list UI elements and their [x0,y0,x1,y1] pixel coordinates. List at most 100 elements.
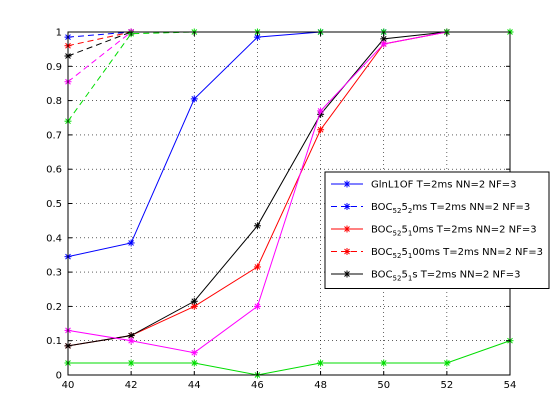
data-point [253,302,261,310]
star-stroke [191,96,198,102]
x-tick-label: 52 [440,380,453,391]
y-tick-label: 0.4 [46,233,62,244]
y-tick-label: 0 [56,371,62,382]
star-stroke [344,203,350,210]
series-line [67,31,510,122]
legend-subscript: 52 [393,252,402,260]
x-tick-label: 54 [504,380,517,391]
data-point [190,359,198,367]
y-tick-label: 0.7 [46,130,62,141]
x-tick-label: 46 [251,380,264,391]
y-tick-label: 0.2 [46,302,62,313]
legend-subscript: 52 [393,207,402,215]
series-line [67,31,132,47]
star-stroke [317,360,324,366]
legend-label: GlnL1OF T=2ms NN=2 NF=3 [371,180,516,191]
x-tick-label: 48 [314,380,327,391]
data-point [443,359,451,367]
legend-entry: BOC5251s T=2ms NN=2 NF=3 [331,270,521,283]
legend-text-part: 0ms T=2ms NN=2 NF=3 [412,225,536,236]
legend-subscript: 52 [393,230,402,238]
legend-text-part: s T=2ms NN=2 NF=3 [412,270,520,281]
legend-text-part: BOC [371,247,393,258]
legend-text-part: BOC [371,225,393,236]
legend-subscript: 2 [408,207,412,215]
legend-label: BOC52510ms T=2ms NN=2 NF=3 [371,225,537,238]
star-stroke [128,332,134,339]
legend-subscript: 1 [408,275,412,283]
star-stroke [344,271,350,277]
legend-label: BOC5252ms T=2ms NN=2 NF=3 [371,202,530,215]
data-point [127,239,135,247]
data-point [190,95,198,103]
data-point [127,359,135,367]
axis-ticks: 40 42 44 46 48 50 52 5400.10.20.30.40.50.60.70.… [46,28,516,392]
series-line [68,340,511,376]
legend-marker [343,225,351,233]
legend-entry: BOC525100ms T=2ms NN=2 NF=3 [331,247,543,260]
legend-text-part: 5 [401,225,407,236]
legend-text-part: 5 [401,247,407,258]
legend-label: BOC525100ms T=2ms NN=2 NF=3 [371,247,543,260]
y-tick-label: 0.9 [46,62,62,73]
data-point [253,263,261,271]
star-stroke [380,36,387,42]
star-stroke [344,226,350,232]
star-stroke [254,222,261,229]
y-tick-label: 0.6 [46,165,62,176]
legend-marker [343,203,351,210]
legend-entry: BOC52510ms T=2ms NN=2 NF=3 [331,225,537,238]
data-point [317,126,325,134]
y-tick-label: 0.3 [46,268,62,279]
data-point [380,40,388,48]
y-tick-label: 0.5 [46,199,62,210]
series-line [67,31,132,57]
legend-text-part: BOC [371,202,393,213]
star-stroke [191,349,198,356]
star-stroke [191,360,198,366]
data-point [127,337,135,345]
legend-entry: BOC5252ms T=2ms NN=2 NF=3 [331,202,530,215]
star-stroke [128,240,134,246]
y-tick-label: 1 [56,28,62,39]
star-stroke [254,264,261,270]
x-tick-label: 44 [188,380,201,391]
legend-subscript: 52 [393,275,402,283]
data-point [317,107,325,115]
star-stroke [128,337,134,344]
star-stroke [444,360,450,366]
data-point [317,359,325,367]
legend-text-part: 5 [401,202,407,213]
data-point [380,35,388,43]
legend-entry: GlnL1OF T=2ms NN=2 NF=3 [331,180,516,191]
legend-marker [343,248,351,255]
star-stroke [191,298,198,305]
star-stroke [344,181,350,187]
legend-text-part: ms T=2ms NN=2 NF=3 [412,202,530,213]
star-stroke [128,360,134,366]
legend-subscript: 1 [408,252,412,260]
legend-text-part: 00ms T=2ms NN=2 NF=3 [412,247,543,258]
y-tick-label: 0.1 [46,336,62,347]
legend-subscript: 1 [408,230,412,238]
star-stroke [254,34,261,40]
series-line [67,31,132,38]
x-tick-label: 40 [62,380,75,391]
legend-text-part: 5 [401,270,407,281]
series-8 [64,337,514,379]
data-point [190,349,198,357]
star-stroke [380,360,387,366]
x-tick-label: 50 [377,380,390,391]
star-stroke [317,126,324,133]
legend-marker [343,180,351,188]
star-stroke [254,303,261,310]
data-point [380,359,388,367]
star-stroke [191,303,198,310]
series-9 [64,28,514,125]
legend-marker [343,270,351,278]
star-stroke [344,248,350,255]
star-stroke [380,41,387,47]
data-point [190,297,198,305]
